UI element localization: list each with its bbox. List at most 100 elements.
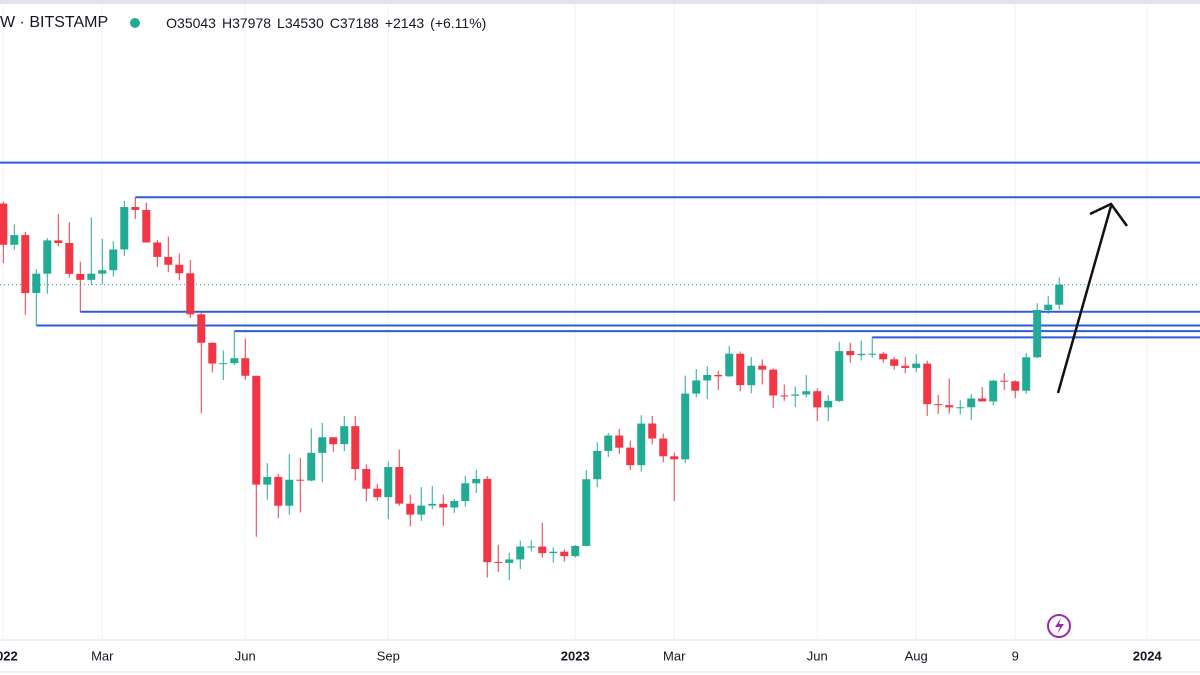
- candle-body: [296, 479, 305, 481]
- candle-body: [21, 235, 30, 293]
- candle-body: [516, 546, 525, 560]
- candle-body: [769, 369, 778, 396]
- candle-body: [824, 400, 833, 408]
- candle-body: [230, 358, 239, 364]
- candle-body: [890, 359, 899, 366]
- ohlc-label: L: [277, 15, 285, 31]
- candle-body: [109, 249, 118, 271]
- candle-body: [87, 273, 96, 280]
- candle-body: [978, 398, 987, 402]
- x-tick-label: Mar: [663, 648, 686, 663]
- candle-body: [1000, 380, 1009, 382]
- candle-body: [307, 452, 316, 481]
- candle-body: [681, 393, 690, 460]
- candle-body: [901, 365, 910, 368]
- x-tick-label: 2023: [561, 648, 590, 663]
- candle-body: [1055, 284, 1064, 305]
- candle-body: [1022, 357, 1031, 391]
- ohlc-label: H: [221, 15, 233, 31]
- candle-body: [472, 478, 481, 484]
- candle-body: [802, 391, 811, 395]
- candle-body: [857, 353, 866, 356]
- lightning-icon[interactable]: [1047, 614, 1071, 638]
- candle-body: [384, 467, 393, 498]
- candle-body: [186, 273, 195, 315]
- x-tick-label: 9: [1012, 648, 1019, 663]
- candle-body: [197, 314, 206, 343]
- candle-body: [417, 505, 426, 515]
- candle-body: [560, 551, 569, 557]
- candle-body: [989, 380, 998, 402]
- candle-body: [164, 256, 173, 265]
- arrow: [1056, 202, 1129, 394]
- candle-body: [142, 209, 151, 243]
- candle-body: [395, 467, 404, 504]
- x-tick-label: Mar: [91, 648, 114, 663]
- candle-body: [318, 437, 327, 453]
- candle-body: [714, 374, 723, 377]
- ohlc-value: 37188: [339, 15, 379, 31]
- candle-body: [219, 363, 228, 365]
- candle-body: [912, 363, 921, 368]
- candle-body: [120, 207, 129, 250]
- ohlc-value: 37978: [232, 15, 272, 31]
- candle-body: [65, 243, 74, 274]
- candle-body: [450, 501, 459, 508]
- candle-body: [923, 363, 932, 405]
- change: +2143: [384, 15, 425, 31]
- candle-body: [780, 395, 789, 397]
- candle-body: [241, 358, 250, 376]
- candle-body: [637, 423, 646, 466]
- candle-body: [626, 447, 635, 466]
- candle-body: [571, 545, 580, 557]
- candle-body: [439, 503, 448, 508]
- candle-body: [175, 264, 184, 274]
- candle-body: [549, 551, 558, 554]
- candle-body: [54, 240, 63, 244]
- candle-body: [208, 342, 217, 364]
- ohlc-value: 34530: [284, 15, 324, 31]
- candle-body: [43, 240, 52, 274]
- legend: W · BITSTAMP O35043 H37978 L34530 C37188…: [0, 14, 486, 32]
- x-tick-label: Jun: [807, 648, 828, 663]
- x-tick-label: Aug: [905, 648, 928, 663]
- candle-body: [659, 438, 668, 457]
- ohlc-value: 35043: [177, 15, 216, 31]
- candle-body: [879, 353, 888, 360]
- candle-body: [505, 559, 514, 563]
- candle-body: [10, 235, 19, 245]
- candle-body: [340, 426, 349, 445]
- candle-body: [131, 207, 140, 210]
- candle-body: [329, 437, 338, 445]
- candle-body: [461, 483, 470, 502]
- candle-body: [934, 404, 943, 406]
- candle-body: [98, 270, 107, 274]
- candle-body: [263, 476, 272, 485]
- candle-body: [967, 398, 976, 408]
- x-tick-label: 2022: [0, 648, 18, 663]
- candle-body: [725, 353, 734, 377]
- x-tick-label: Sep: [377, 648, 400, 663]
- candle-body: [945, 405, 954, 408]
- candle-body: [758, 365, 767, 370]
- ohlc-label: O: [166, 15, 178, 31]
- candle-body: [956, 407, 965, 409]
- candle-body: [538, 546, 547, 554]
- candle-body: [494, 562, 503, 564]
- candle-body: [428, 503, 437, 506]
- candle-body: [373, 488, 382, 498]
- candle-body: [252, 375, 261, 485]
- candle-body: [692, 380, 701, 394]
- candle-body: [406, 503, 415, 515]
- candle-body: [747, 365, 756, 386]
- candle-body: [153, 242, 162, 257]
- candle-body: [791, 394, 800, 396]
- x-tick-label: Jun: [235, 648, 256, 663]
- x-tick-label: 2024: [1133, 648, 1163, 663]
- candle-body: [76, 273, 85, 280]
- candle-body: [1044, 304, 1053, 310]
- candle-body: [593, 450, 602, 480]
- candle-body: [582, 479, 591, 546]
